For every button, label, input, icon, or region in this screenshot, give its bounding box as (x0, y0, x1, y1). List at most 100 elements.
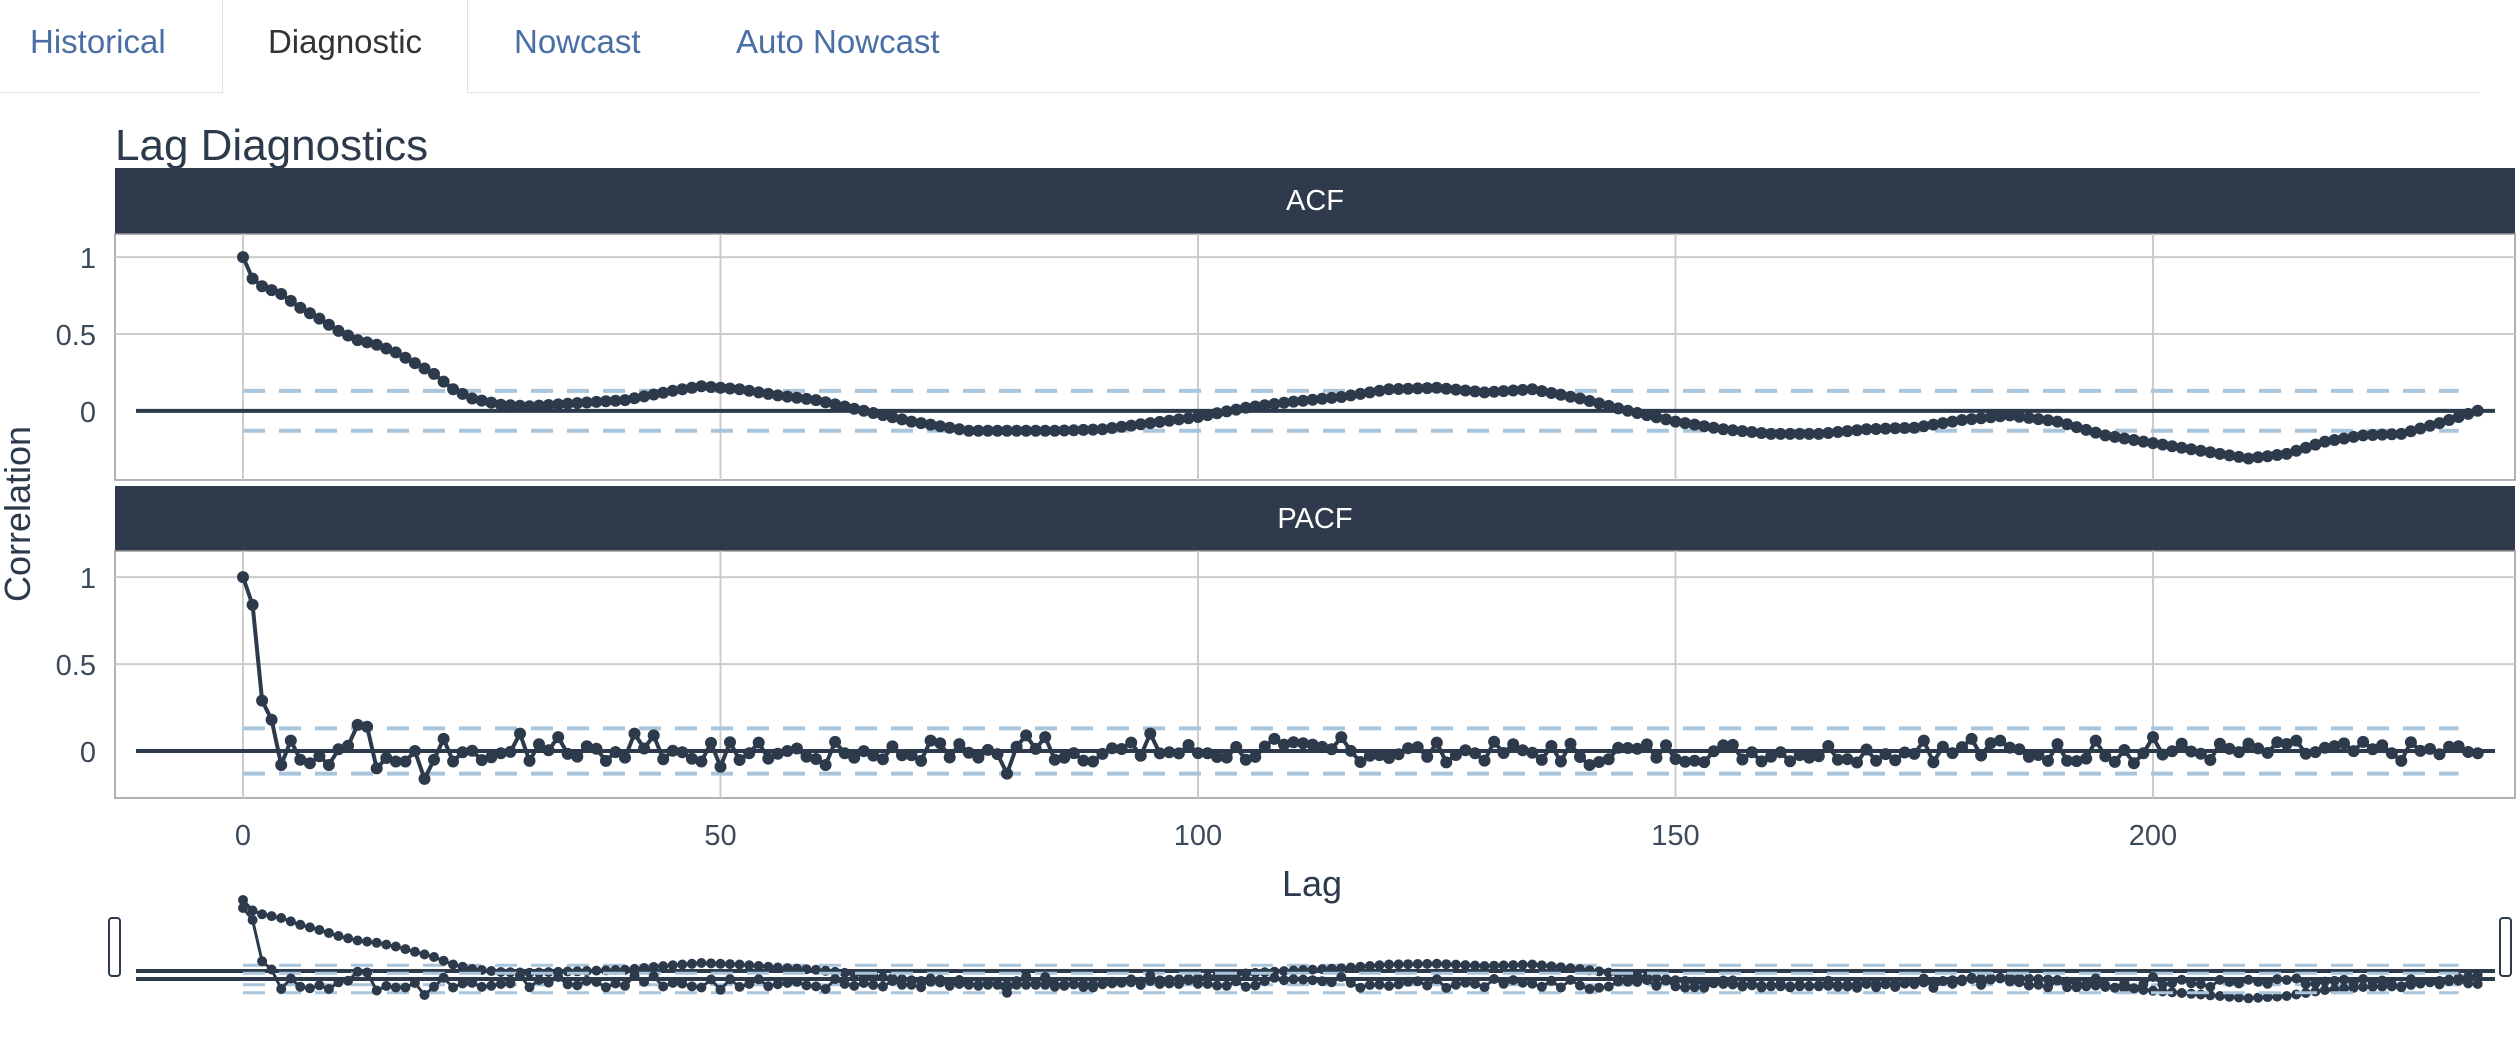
data-point (2424, 419, 2436, 432)
slider-data-point (1613, 976, 1624, 987)
slider-data-point (839, 967, 850, 978)
data-point (1956, 741, 1968, 754)
slider-data-point (1479, 982, 1490, 993)
slider-data-point (1364, 961, 1375, 971)
slider-data-point (1193, 978, 1203, 989)
tab-nowcast[interactable]: Nowcast (514, 23, 641, 60)
slider-data-point (658, 981, 669, 992)
data-point (848, 751, 861, 764)
slider-data-point (1317, 976, 1328, 987)
data-point (322, 318, 335, 331)
data-point (2395, 427, 2408, 440)
data-point (2261, 450, 2274, 463)
data-point (428, 367, 440, 380)
data-point (361, 720, 374, 733)
data-point (1220, 751, 1233, 764)
data-point (237, 571, 249, 584)
data-point (1182, 739, 1195, 751)
data-point (819, 759, 832, 771)
data-point (2376, 428, 2389, 441)
data-point (2204, 754, 2217, 766)
data-point (1650, 751, 1663, 764)
slider-data-point (1450, 959, 1461, 970)
slider-data-point (629, 970, 640, 981)
data-point (1975, 412, 1988, 425)
range-slider-left-handle[interactable] (108, 917, 121, 977)
data-point (733, 383, 746, 396)
data-point (1067, 424, 1080, 437)
data-point (1392, 383, 1405, 395)
data-point (313, 312, 326, 325)
slider-data-point (1059, 980, 1070, 991)
slider-data-point (572, 966, 583, 977)
slider-data-point (1575, 980, 1585, 991)
data-point (2271, 736, 2284, 749)
data-point (1087, 423, 1099, 436)
data-point (743, 384, 756, 397)
slider-data-point (2148, 985, 2158, 996)
data-point (2357, 429, 2370, 442)
data-point (1965, 732, 1978, 745)
data-point (1516, 744, 1529, 757)
slider-data-point (2310, 978, 2321, 989)
data-point (475, 394, 488, 407)
slider-data-point (1995, 973, 2006, 984)
slider-data-point (581, 975, 592, 986)
data-point (2118, 432, 2131, 445)
slider-data-point (2119, 977, 2130, 988)
data-point (915, 417, 928, 430)
data-point (1936, 740, 1949, 753)
data-point (1058, 751, 1071, 764)
slider-data-point (2043, 982, 2053, 993)
x-axis: 0 50 100 150 200 (235, 820, 2177, 852)
data-point (1182, 412, 1195, 425)
slider-data-point (2396, 982, 2407, 993)
slider-data-point (1517, 959, 1528, 970)
data-point (2127, 434, 2140, 446)
x-tick-label: 50 (704, 820, 736, 852)
slider-data-point (925, 973, 936, 984)
range-slider[interactable] (108, 895, 2512, 1004)
slider-data-point (1947, 978, 1958, 989)
slider-data-point (2176, 974, 2187, 985)
data-point (2357, 735, 2370, 748)
slider-data-point (1508, 960, 1519, 971)
data-point (838, 400, 851, 413)
data-point (1125, 736, 1138, 749)
data-point (2166, 745, 2179, 758)
data-point (2338, 737, 2350, 750)
slider-data-point (1470, 979, 1480, 989)
data-point (1106, 422, 1119, 434)
data-point (1975, 749, 1988, 762)
data-point (705, 736, 717, 749)
tab-diagnostic[interactable]: Diagnostic (222, 0, 468, 93)
slider-data-point (333, 931, 344, 941)
data-point (1889, 422, 1902, 435)
slider-data-point (916, 982, 927, 993)
slider-data-point (362, 967, 373, 978)
data-point (428, 753, 440, 766)
slider-data-point (2052, 975, 2063, 985)
data-point (1144, 417, 1157, 430)
data-point (647, 388, 660, 401)
slider-data-point (1527, 978, 1538, 989)
slider-data-point (1269, 972, 1280, 983)
data-point (790, 742, 803, 755)
data-point (456, 746, 469, 759)
range-slider-right-handle[interactable] (2499, 917, 2512, 977)
tab-auto-nowcast[interactable]: Auto Nowcast (736, 23, 940, 60)
data-point (275, 759, 288, 771)
slider-data-point (591, 965, 602, 976)
data-point (2118, 744, 2131, 756)
slider-data-point (1231, 976, 1242, 987)
slider-data-point (1412, 959, 1423, 969)
data-point (1039, 731, 1052, 744)
data-point (2166, 440, 2179, 453)
data-point (466, 392, 479, 405)
slider-data-point (1259, 976, 1270, 987)
tab-historical[interactable]: Historical (30, 23, 166, 60)
data-point (580, 740, 593, 753)
slider-data-point (1546, 961, 1557, 972)
data-point (1631, 407, 1644, 419)
slider-data-point (1470, 960, 1480, 971)
